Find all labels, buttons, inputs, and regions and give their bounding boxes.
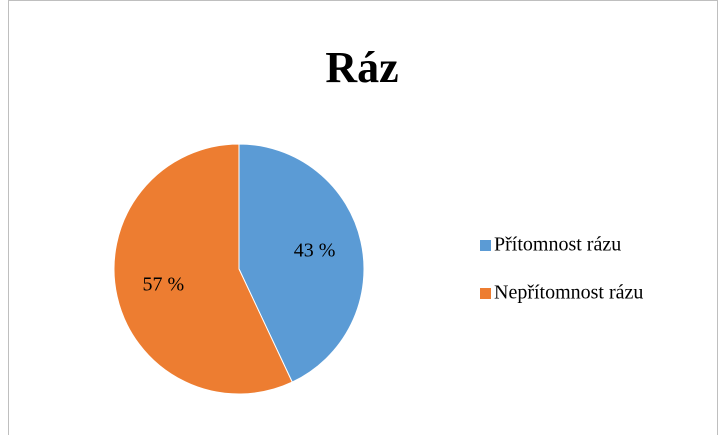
- pie-slice: [113, 143, 293, 395]
- data-label: 43 %: [294, 240, 336, 262]
- legend-swatch: [480, 288, 491, 299]
- pie-slice: [238, 143, 365, 383]
- legend-swatch: [480, 240, 491, 251]
- data-label: 57 %: [143, 273, 185, 295]
- legend-label: Nepřítomnost rázu: [494, 282, 643, 304]
- chart-title: Ráz: [325, 43, 398, 92]
- legend-label: Přítomnost rázu: [494, 234, 621, 256]
